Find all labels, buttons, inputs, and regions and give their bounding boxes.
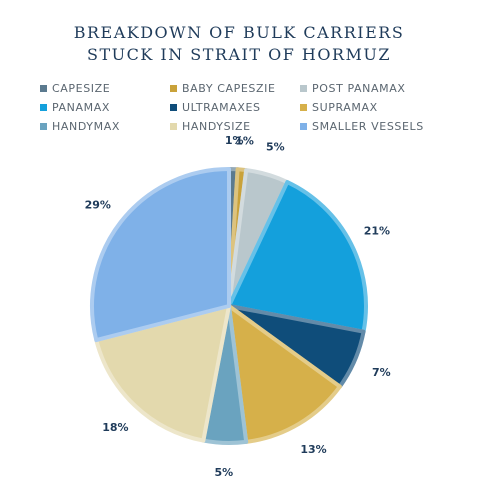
pie-slice bbox=[94, 304, 231, 443]
legend-label: HANDYSIZE bbox=[182, 120, 251, 133]
chart-title-line-2: STUCK IN STRAIT OF HORMUZ bbox=[86, 45, 392, 64]
pie-slice bbox=[90, 167, 231, 343]
data-label: 29% bbox=[85, 198, 111, 211]
legend-swatch bbox=[170, 104, 177, 111]
data-label: 5% bbox=[214, 466, 233, 478]
legend-swatch bbox=[300, 123, 307, 130]
legend-label: SMALLER VESSELS bbox=[312, 120, 424, 133]
legend-label: SUPRAMAX bbox=[312, 101, 378, 114]
legend-label: BABY CAPESZIE bbox=[182, 82, 276, 95]
legend-swatch bbox=[40, 104, 47, 111]
legend-item: SMALLER VESSELS bbox=[300, 118, 460, 135]
legend-item: SUPRAMAX bbox=[300, 99, 460, 116]
data-label: 18% bbox=[102, 421, 128, 434]
pie-slice bbox=[227, 180, 368, 334]
pie-slice bbox=[227, 304, 342, 444]
legend-swatch bbox=[40, 123, 47, 130]
legend-item: PANAMAX bbox=[40, 99, 170, 116]
legend-item: POST PANAMAX bbox=[300, 80, 460, 97]
legend-item: BABY CAPESZIE bbox=[170, 80, 300, 97]
data-label: 1% bbox=[235, 135, 254, 148]
legend-swatch bbox=[300, 104, 307, 111]
legend-item: HANDYMAX bbox=[40, 118, 170, 135]
chart-title: BREAKDOWN OF BULK CARRIERS STUCK IN STRA… bbox=[0, 22, 478, 66]
legend-item: ULTRAMAXES bbox=[170, 99, 300, 116]
legend-swatch bbox=[300, 85, 307, 92]
legend-swatch bbox=[170, 85, 177, 92]
data-label: 13% bbox=[300, 443, 326, 456]
data-label: 7% bbox=[372, 366, 391, 379]
legend-label: POST PANAMAX bbox=[312, 82, 406, 95]
chart-title-line-1: BREAKDOWN OF BULK CARRIERS bbox=[73, 23, 405, 42]
legend-item: CAPESIZE bbox=[40, 80, 170, 97]
legend: CAPESIZE BABY CAPESZIE POST PANAMAX PANAMAX… bbox=[40, 80, 460, 135]
legend-swatch bbox=[170, 123, 177, 130]
legend-label: CAPESIZE bbox=[52, 82, 111, 95]
data-label: 5% bbox=[266, 141, 285, 154]
legend-label: ULTRAMAXES bbox=[182, 101, 261, 114]
legend-item: HANDYSIZE bbox=[170, 118, 300, 135]
legend-label: HANDYMAX bbox=[52, 120, 120, 133]
legend-label: PANAMAX bbox=[52, 101, 110, 114]
data-label: 1% bbox=[225, 134, 244, 147]
data-label: 21% bbox=[364, 225, 390, 238]
legend-swatch bbox=[40, 85, 47, 92]
